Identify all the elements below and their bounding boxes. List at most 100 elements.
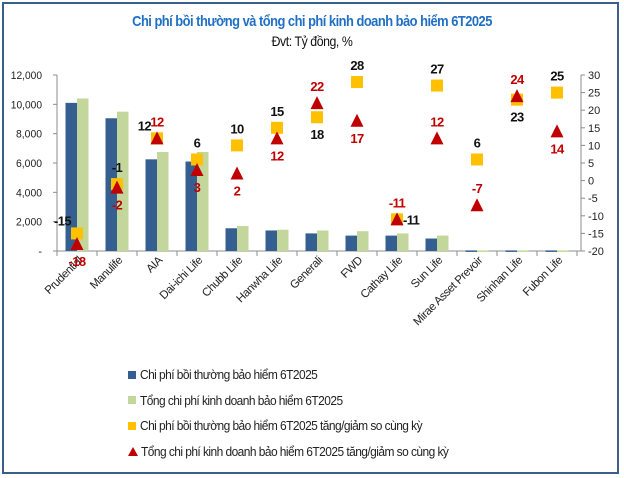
data-label-claims-growth: 25 xyxy=(550,69,564,84)
data-label-total-cost-growth: 22 xyxy=(310,79,324,94)
data-label-total-cost-growth: 12 xyxy=(150,114,164,129)
data-label-claims-growth: -1 xyxy=(112,160,123,175)
data-label-claims-growth: -11 xyxy=(403,212,420,227)
bar-claims xyxy=(465,250,477,252)
marker-claims-growth xyxy=(71,227,83,240)
bar-claims xyxy=(505,250,517,252)
data-label-total-cost-growth: 3 xyxy=(194,180,201,195)
left-axis-tick-label: 10,000 xyxy=(11,99,42,111)
marker-total-cost-growth xyxy=(430,131,444,145)
marker-total-cost-growth xyxy=(270,131,284,145)
legend-item-claims-growth: Chi phí bồi thường bảo hiểm 6T2025 tăng/… xyxy=(128,413,475,439)
bar-total-cost xyxy=(477,250,489,252)
bar-claims xyxy=(385,235,397,251)
legend-label: Tổng chi phí kinh doanh bảo hiểm 6T2025 xyxy=(140,392,343,408)
data-label-claims-growth: 18 xyxy=(310,127,324,142)
legend-label: Tổng chi phí kinh doanh bảo hiểm 6T2025 … xyxy=(141,443,449,459)
left-axis-tick-label: 12,000 xyxy=(11,70,42,82)
data-label-total-cost-growth: -11 xyxy=(389,195,406,210)
bar-total-cost xyxy=(397,233,409,251)
left-axis-tick-label: 2,000 xyxy=(16,217,42,229)
data-label-claims-growth: 6 xyxy=(474,135,481,150)
marker-claims-growth xyxy=(191,153,203,166)
legend-item-total-cost-growth: Tổng chi phí kinh doanh bảo hiểm 6T2025 … xyxy=(128,439,475,465)
legend-label: Chi phí bồi thường bảo hiểm 6T2025 xyxy=(140,367,318,383)
bar-total-cost xyxy=(197,152,209,251)
category-label: Manulife xyxy=(88,255,125,292)
left-axis-tick-label: - xyxy=(38,246,42,258)
marker-claims-growth xyxy=(271,121,283,134)
bar-claims xyxy=(545,250,557,252)
bar-claims xyxy=(185,161,197,251)
category-label: Cathay Life xyxy=(359,255,406,302)
data-label-total-cost-growth: -18 xyxy=(69,254,86,269)
marker-claims-growth xyxy=(471,153,483,166)
bar-total-cost xyxy=(357,231,369,251)
legend-swatch-green-square-icon xyxy=(128,396,136,405)
data-label-total-cost-growth: 17 xyxy=(350,131,364,146)
right-axis-tick-label: 20 xyxy=(588,105,600,117)
data-label-claims-growth: 28 xyxy=(350,58,364,73)
marker-claims-growth xyxy=(551,86,563,99)
bar-claims xyxy=(265,230,277,251)
left-axis-tick-label: 4,000 xyxy=(16,187,42,199)
chart-title: Chi phí bồi thường và tổng chi phí kinh … xyxy=(132,13,492,30)
marker-claims-growth xyxy=(351,76,363,89)
chart-frame xyxy=(2,2,619,474)
data-label-total-cost-growth: 24 xyxy=(510,72,525,87)
legend-swatch-yellow-square-icon xyxy=(128,421,136,430)
category-label: FWD xyxy=(339,255,365,281)
category-label: Mirae Asset Prevoir xyxy=(412,254,486,328)
legend-item-total-cost: Tổng chi phí kinh doanh bảo hiểm 6T2025 xyxy=(128,388,475,414)
data-label-claims-growth: 10 xyxy=(230,121,244,136)
left-axis-tick-label: 6,000 xyxy=(16,158,42,170)
marker-total-cost-growth xyxy=(190,163,204,177)
legend-item-claims: Chi phí bồi thường bảo hiểm 6T2025 xyxy=(128,362,475,388)
data-label-claims-growth: 27 xyxy=(430,62,444,77)
bar-claims xyxy=(225,228,237,251)
bar-claims xyxy=(145,159,157,251)
bar-claims xyxy=(65,102,77,251)
marker-total-cost-growth xyxy=(310,96,324,110)
right-axis-tick-label: -5 xyxy=(588,193,598,205)
marker-total-cost-growth xyxy=(550,124,564,138)
data-label-claims-growth: -15 xyxy=(54,213,71,228)
bar-total-cost xyxy=(517,250,529,252)
category-label: Generali xyxy=(288,255,325,292)
right-axis-tick-label: 25 xyxy=(588,88,600,100)
right-axis-tick-label: 30 xyxy=(588,70,600,82)
data-label-total-cost-growth: 2 xyxy=(234,184,241,199)
bar-total-cost xyxy=(277,229,289,251)
legend-red-triangle-icon xyxy=(128,446,138,456)
right-axis-tick-label: -20 xyxy=(588,246,604,258)
bar-claims xyxy=(425,238,437,251)
right-axis-tick-label: -15 xyxy=(588,228,604,240)
right-axis-tick-label: 5 xyxy=(588,158,594,170)
bar-total-cost xyxy=(437,235,449,251)
right-axis-tick-label: -10 xyxy=(588,211,604,223)
marker-total-cost-growth xyxy=(470,198,484,212)
data-label-claims-growth: 23 xyxy=(510,110,524,125)
marker-total-cost-growth xyxy=(230,166,244,180)
chart-legend: Chi phí bồi thường bảo hiểm 6T2025 Tổng … xyxy=(128,362,475,464)
data-label-claims-growth: 6 xyxy=(194,135,201,150)
marker-claims-growth xyxy=(311,111,323,124)
category-label: AIA xyxy=(144,254,165,275)
marker-claims-growth xyxy=(431,79,443,92)
marker-total-cost-growth xyxy=(110,180,124,194)
marker-total-cost-growth xyxy=(390,212,404,226)
data-label-total-cost-growth: -2 xyxy=(112,198,123,213)
marker-claims-growth xyxy=(231,139,243,152)
data-label-total-cost-growth: 12 xyxy=(430,114,444,129)
legend-label: Chi phí bồi thường bảo hiểm 6T2025 tăng/… xyxy=(140,418,423,434)
marker-total-cost-growth xyxy=(350,113,364,127)
right-axis-tick-label: 10 xyxy=(588,140,600,152)
bar-total-cost xyxy=(77,98,89,251)
bar-total-cost xyxy=(157,152,169,251)
right-axis-tick-label: 15 xyxy=(588,123,600,135)
marker-total-cost-growth xyxy=(510,89,524,103)
data-label-total-cost-growth: 12 xyxy=(270,148,284,163)
marker-total-cost-growth xyxy=(150,131,164,145)
bar-total-cost xyxy=(557,250,569,252)
